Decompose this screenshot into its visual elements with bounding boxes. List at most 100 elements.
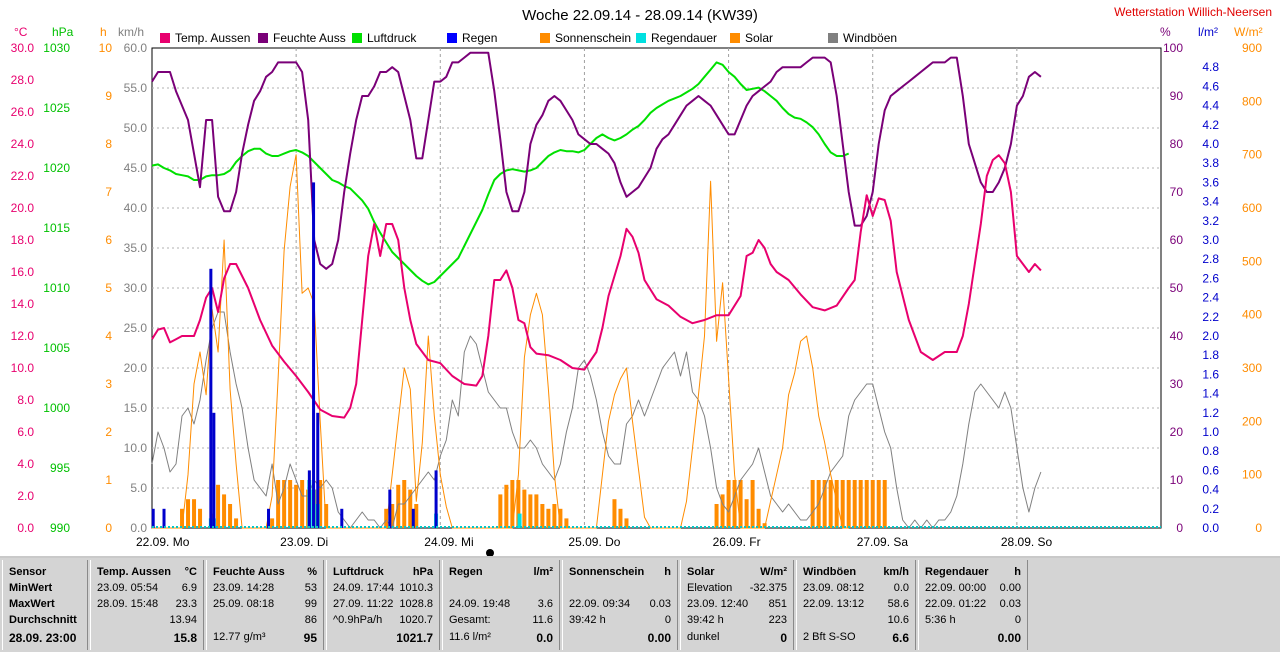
stats-row-value: 1010.3 xyxy=(399,582,433,594)
stats-row-value: 0 xyxy=(1014,614,1021,626)
stats-row-label: 24.09. 19:48 xyxy=(449,598,511,610)
axis-unit: km/h xyxy=(118,25,144,39)
stats-row: 86 xyxy=(213,614,317,629)
stats-row-label: 23.09. 14:28 xyxy=(213,582,275,594)
stats-row-label: 23.09. 05:54 xyxy=(97,582,159,594)
sunshine-bar xyxy=(558,508,563,528)
stats-row: 23.09. 12:40 851 xyxy=(687,598,787,613)
stats-row-label: 22.09. 09:34 xyxy=(569,598,631,610)
stats-head: Regen xyxy=(449,566,483,578)
stats-panel-solar: Solar W/m² Elevation -32.375 23.09. 12:40 851… xyxy=(680,560,794,650)
y-tick-label: 10 xyxy=(99,41,113,55)
y-tick-label: 20.0 xyxy=(124,361,148,375)
y-tick-label: 10.0 xyxy=(124,441,148,455)
chart-svg: 22.09. Mo 23.09. Di 24.09. Mi 25.09. Do 26.0… xyxy=(11,5,1272,556)
stats-row-value: 0.00 xyxy=(647,631,671,645)
stats-row-value: 0 xyxy=(780,631,787,645)
stats-row-value: 23.3 xyxy=(175,598,197,610)
stats-row-label: 39:42 h xyxy=(687,614,724,626)
stats-head: Sonnenschein xyxy=(569,566,645,578)
stats-head: Regendauer xyxy=(925,566,989,578)
chart-title: Woche 22.09.14 - 28.09.14 (KW39) xyxy=(522,7,758,24)
y-tick-label: 800 xyxy=(1242,94,1262,108)
sunshine-bar xyxy=(744,499,749,528)
axis-unit: h xyxy=(100,25,107,39)
rain-bar xyxy=(312,182,316,528)
y-tick-label: 2.0 xyxy=(1202,329,1219,343)
stats-label-max: MaxWert xyxy=(9,598,55,610)
stats-row-label: Gesamt: xyxy=(449,614,491,626)
y-tick-label: 2.0 xyxy=(17,489,34,503)
sunshine-bar xyxy=(192,499,197,528)
legend-label: Temp. Aussen xyxy=(175,31,250,45)
y-tick-label: 4 xyxy=(105,329,112,343)
stats-row-value: 58.6 xyxy=(887,598,909,610)
y-tick-label: 1 xyxy=(105,473,112,487)
sunshine-bar xyxy=(732,480,737,528)
rain-bar xyxy=(151,508,155,528)
y-tick-label: 3.4 xyxy=(1202,195,1219,209)
y-tick-label: 12.0 xyxy=(11,329,35,343)
axis-unit: hPa xyxy=(52,25,74,39)
y-tick-label: 700 xyxy=(1242,148,1262,162)
stats-panel-rdur: Regendauer h 22.09. 00:00 0.00 22.09. 01:22 0… xyxy=(918,560,1028,650)
stats-row-value: 86 xyxy=(304,614,317,626)
stats-label-min: MinWert xyxy=(9,582,53,594)
y-tick-label: 10.0 xyxy=(11,361,35,375)
stats-unit: % xyxy=(307,566,317,578)
sunshine-bar xyxy=(750,480,755,528)
axis-unit: W/m² xyxy=(1234,25,1263,39)
stats-unit: h xyxy=(1014,566,1021,578)
stats-row-value: 10.6 xyxy=(887,614,909,626)
y-tick-label: 0 xyxy=(105,521,112,535)
stats-row xyxy=(449,582,553,597)
sunshine-bar xyxy=(198,508,203,528)
sunshine-bar xyxy=(864,480,869,528)
y-tick-label: 4.6 xyxy=(1202,79,1219,93)
y-tick-label: 3.6 xyxy=(1202,175,1219,189)
sunshine-bar xyxy=(840,480,845,528)
y-tick-label: 40.0 xyxy=(124,201,148,215)
stats-row-label: Elevation xyxy=(687,582,733,594)
y-tick-label: 28.0 xyxy=(11,73,35,87)
y-tick-label: 18.0 xyxy=(11,233,35,247)
stats-row: 24.09. 19:48 3.6 xyxy=(449,598,553,613)
sunshine-bar xyxy=(534,494,539,528)
stats-panel-rain: Regen l/m² 24.09. 19:48 3.6 Gesamt: 11.6 11.6 … xyxy=(442,560,560,650)
y-tick-label: 22.0 xyxy=(11,169,35,183)
sunshine-bar xyxy=(726,480,731,528)
y-tick-label: 600 xyxy=(1242,201,1262,215)
y-tick-label: 25.0 xyxy=(124,321,148,335)
stats-row: 23.09. 14:28 53 xyxy=(213,582,317,597)
stats-head: Sensor xyxy=(9,566,47,578)
stats-row: dunkel 0 xyxy=(687,631,787,646)
stats-unit: hPa xyxy=(412,566,433,578)
series-line-windb-en xyxy=(151,311,1042,529)
rain-duration-bar xyxy=(517,513,522,528)
sunshine-bar xyxy=(270,518,275,528)
y-tick-label: 30.0 xyxy=(11,41,35,55)
y-tick-label: 20 xyxy=(1170,425,1184,439)
stats-head: Solar xyxy=(687,566,715,578)
y-tick-label: 3.8 xyxy=(1202,156,1219,170)
y-tick-label: 0.0 xyxy=(130,521,147,535)
stats-head: Feuchte Auss xyxy=(213,566,285,578)
sunshine-bar xyxy=(762,523,767,528)
y-tick-label: 4.4 xyxy=(1202,99,1219,113)
y-tick-label: 2.8 xyxy=(1202,252,1219,266)
stats-row-value: 0.00 xyxy=(997,631,1021,645)
series-line-feuchte-auss xyxy=(151,51,1042,270)
stats-row-label: 25.09. 08:18 xyxy=(213,598,275,610)
rain-bar xyxy=(340,508,344,528)
stats-row-value: 0 xyxy=(664,614,671,626)
legend-swatch xyxy=(540,33,550,43)
y-tick-label: 8.0 xyxy=(17,393,34,407)
sunshine-bar xyxy=(540,504,545,528)
y-tick-label: 2 xyxy=(105,425,112,439)
stats-row-value: 0.03 xyxy=(999,598,1021,610)
sunshine-bar xyxy=(228,504,233,528)
stats-row-label: 5:36 h xyxy=(925,614,956,626)
stats-row: 13.94 xyxy=(97,614,197,629)
y-tick-label: 90 xyxy=(1170,89,1184,103)
x-tick-label: 23.09. Di xyxy=(280,535,328,549)
